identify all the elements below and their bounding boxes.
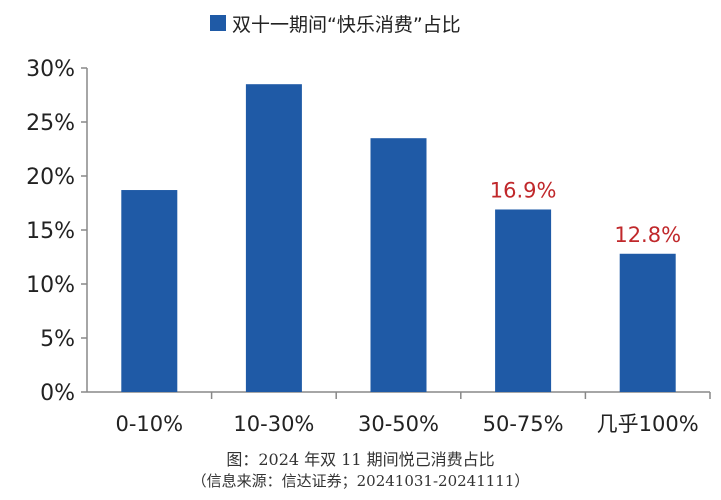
bar (619, 253, 676, 392)
x-tick-label: 10-30% (233, 412, 314, 436)
labels: 0-10% 10-30% 30-50% 50-75% 16.9% 几乎100% 12.8% (115, 178, 698, 436)
data-label: 16.9% (490, 178, 557, 202)
legend-label: 双十一期间“快乐消费”占比 (232, 13, 461, 36)
x-tick-label: 50-75% (483, 412, 564, 436)
y-tick-label: 5% (40, 327, 75, 352)
x-tick-label: 几乎100% (597, 412, 699, 436)
bar (121, 190, 178, 392)
data-label: 12.8% (614, 223, 681, 247)
bar (370, 138, 427, 392)
y-tick-label: 10% (26, 273, 75, 298)
bar-chart-svg: 0% 5% 10% 15% 20% 25% 30% 0-10% 10-30% 30-50% 50-… (26, 57, 711, 436)
figure-caption: 图：2024 年双 11 期间悦己消费占比 (226, 450, 495, 469)
y-tick-label: 20% (26, 165, 75, 190)
bars (121, 84, 676, 392)
legend-swatch (210, 15, 226, 31)
y-tick-label: 25% (26, 111, 75, 136)
bar (495, 209, 552, 392)
source-note: （信息来源：信达证券；20241031-20241111） (191, 472, 530, 490)
axes: 0% 5% 10% 15% 20% 25% 30% (26, 57, 711, 406)
y-tick-label: 0% (40, 381, 75, 406)
legend: 双十一期间“快乐消费”占比 (210, 10, 461, 36)
bar (245, 84, 302, 392)
x-tick-label: 0-10% (115, 412, 183, 436)
x-tick-label: 30-50% (358, 412, 439, 436)
y-tick-label: 15% (26, 219, 75, 244)
y-tick-label: 30% (26, 57, 75, 82)
